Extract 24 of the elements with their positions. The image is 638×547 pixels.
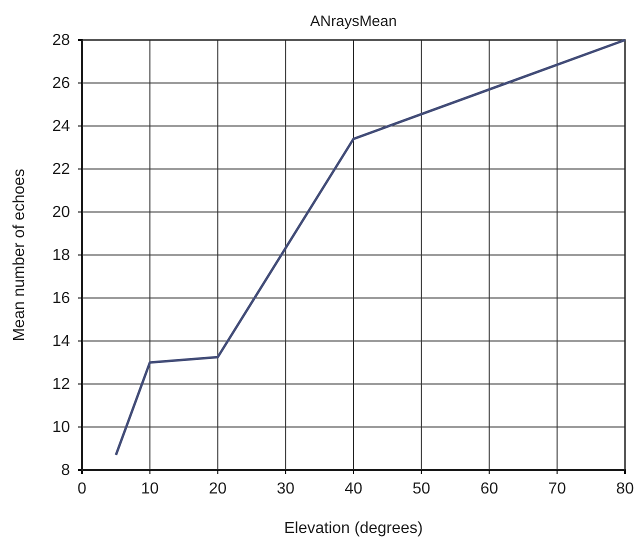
- line-series: [114, 38, 626, 456]
- x-tick-label: 60: [480, 480, 498, 498]
- y-tick-label: 16: [52, 290, 70, 308]
- chart-title: ANraysMean: [310, 13, 397, 30]
- y-tick-label: 12: [52, 376, 70, 394]
- y-tick-label: 24: [52, 118, 70, 136]
- y-tick-label: 14: [52, 333, 70, 350]
- x-tick-label: 70: [548, 480, 566, 498]
- x-tick-label: 50: [412, 480, 430, 498]
- x-tick-label: 10: [140, 480, 159, 498]
- y-tick-label: 26: [52, 75, 70, 92]
- x-tick-label: 80: [616, 480, 634, 498]
- x-tick-label: 40: [344, 480, 362, 498]
- x-tick-label: 20: [208, 480, 227, 498]
- y-tick-label: 22: [52, 161, 70, 178]
- y-tick-label: 18: [52, 247, 70, 264]
- y-axis-title: Mean number of echoes: [11, 168, 28, 342]
- y-tick-label: 10: [52, 419, 70, 436]
- x-tick-label: 0: [78, 480, 87, 498]
- x-axis-title: Elevation (degrees): [284, 520, 423, 537]
- y-tick-label: 28: [52, 32, 70, 50]
- y-tick-label: 20: [52, 204, 70, 222]
- x-tick-label: 30: [276, 480, 295, 498]
- y-tick-label: 8: [61, 462, 70, 480]
